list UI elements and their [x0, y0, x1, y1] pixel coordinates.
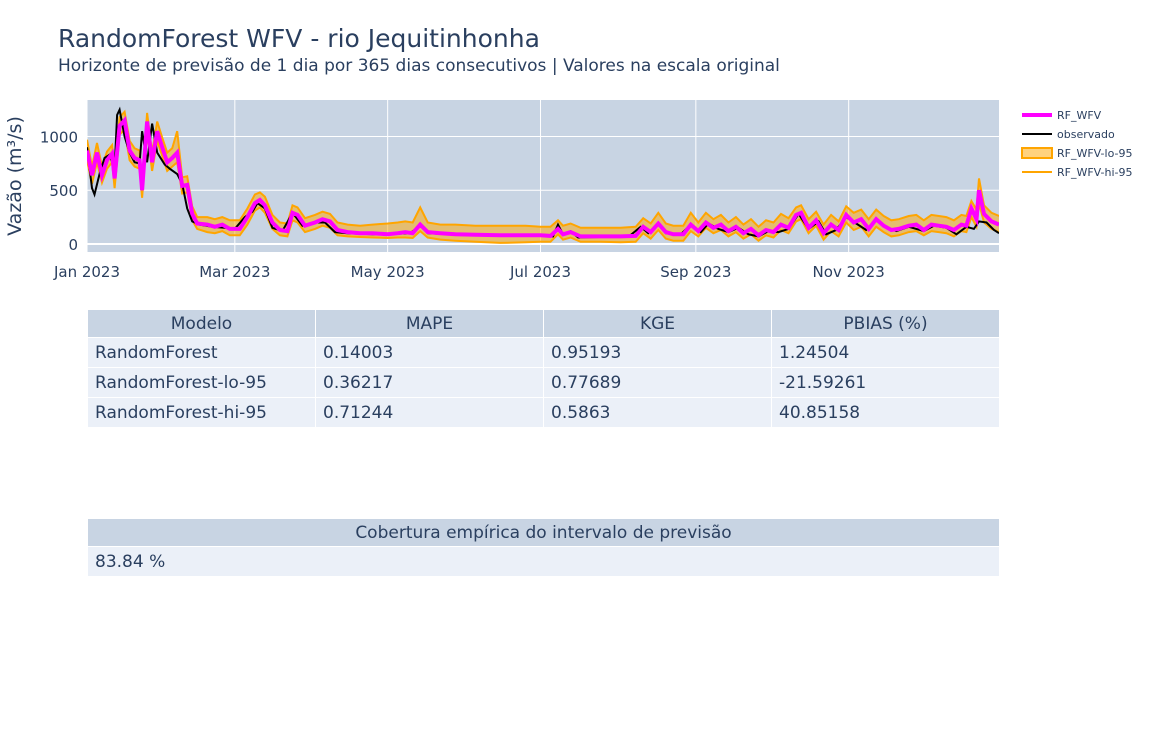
legend-label: RF_WFV	[1057, 109, 1102, 122]
metrics-header-modelo: Modelo	[88, 310, 316, 338]
table-row: RandomForest-lo-95 0.36217 0.77689 -21.5…	[88, 368, 999, 398]
x-tick-label: Jan 2023	[53, 263, 120, 281]
x-tick-label: Jul 2023	[509, 263, 571, 281]
cell-mape: 0.71244	[316, 398, 544, 428]
cell-pbias: 1.24504	[772, 338, 999, 368]
metrics-header-mape: MAPE	[316, 310, 544, 338]
chart-subtitle: Horizonte de previsão de 1 dia por 365 d…	[58, 56, 780, 76]
cell-modelo: RandomForest	[88, 338, 316, 368]
cell-kge: 0.77689	[544, 368, 772, 398]
x-tick-label: Sep 2023	[660, 263, 731, 281]
y-tick-label: 1000	[40, 129, 78, 147]
cell-mape: 0.14003	[316, 338, 544, 368]
coverage-table: Cobertura empírica do intervalo de previ…	[88, 519, 999, 577]
interval-band	[87, 111, 999, 243]
x-tick-label: May 2023	[351, 263, 425, 281]
y-tick-label: 500	[49, 182, 78, 200]
table-row: 83.84 %	[88, 547, 999, 577]
forecast-chart: 0 500 1000 Jan 2023 Mar 2023 May 2023 Jul 2023…	[4, 100, 1133, 281]
metrics-table: Modelo MAPE KGE PBIAS (%) RandomForest 0…	[88, 310, 999, 428]
metrics-header-pbias: PBIAS (%)	[772, 310, 999, 338]
legend-swatch	[1021, 147, 1053, 159]
coverage-header-row: Cobertura empírica do intervalo de previ…	[88, 519, 999, 547]
cell-modelo: RandomForest-lo-95	[88, 368, 316, 398]
cell-pbias: -21.59261	[772, 368, 999, 398]
cell-pbias: 40.85158	[772, 398, 999, 428]
metrics-header-kge: KGE	[544, 310, 772, 338]
coverage-value: 83.84 %	[88, 547, 999, 577]
legend-label: observado	[1057, 128, 1115, 141]
cell-modelo: RandomForest-hi-95	[88, 398, 316, 428]
y-tick-label: 0	[68, 236, 78, 254]
legend-label: RF_WFV-hi-95	[1057, 166, 1133, 179]
metrics-header-row: Modelo MAPE KGE PBIAS (%)	[88, 310, 999, 338]
cell-mape: 0.36217	[316, 368, 544, 398]
table-row: RandomForest 0.14003 0.95193 1.24504	[88, 338, 999, 368]
series-rf-wfv-line	[87, 116, 999, 239]
coverage-header: Cobertura empírica do intervalo de previ…	[88, 519, 999, 547]
cell-kge: 0.5863	[544, 398, 772, 428]
cell-kge: 0.95193	[544, 338, 772, 368]
y-axis-title: Vazão (m³/s)	[4, 116, 26, 236]
x-tick-label: Nov 2023	[813, 263, 885, 281]
legend-label: RF_WFV-lo-95	[1057, 147, 1132, 160]
chart-title: RandomForest WFV - rio Jequitinhonha	[58, 24, 540, 53]
series-hi-95-line	[87, 109, 999, 229]
x-tick-label: Mar 2023	[199, 263, 270, 281]
table-row: RandomForest-hi-95 0.71244 0.5863 40.851…	[88, 398, 999, 428]
